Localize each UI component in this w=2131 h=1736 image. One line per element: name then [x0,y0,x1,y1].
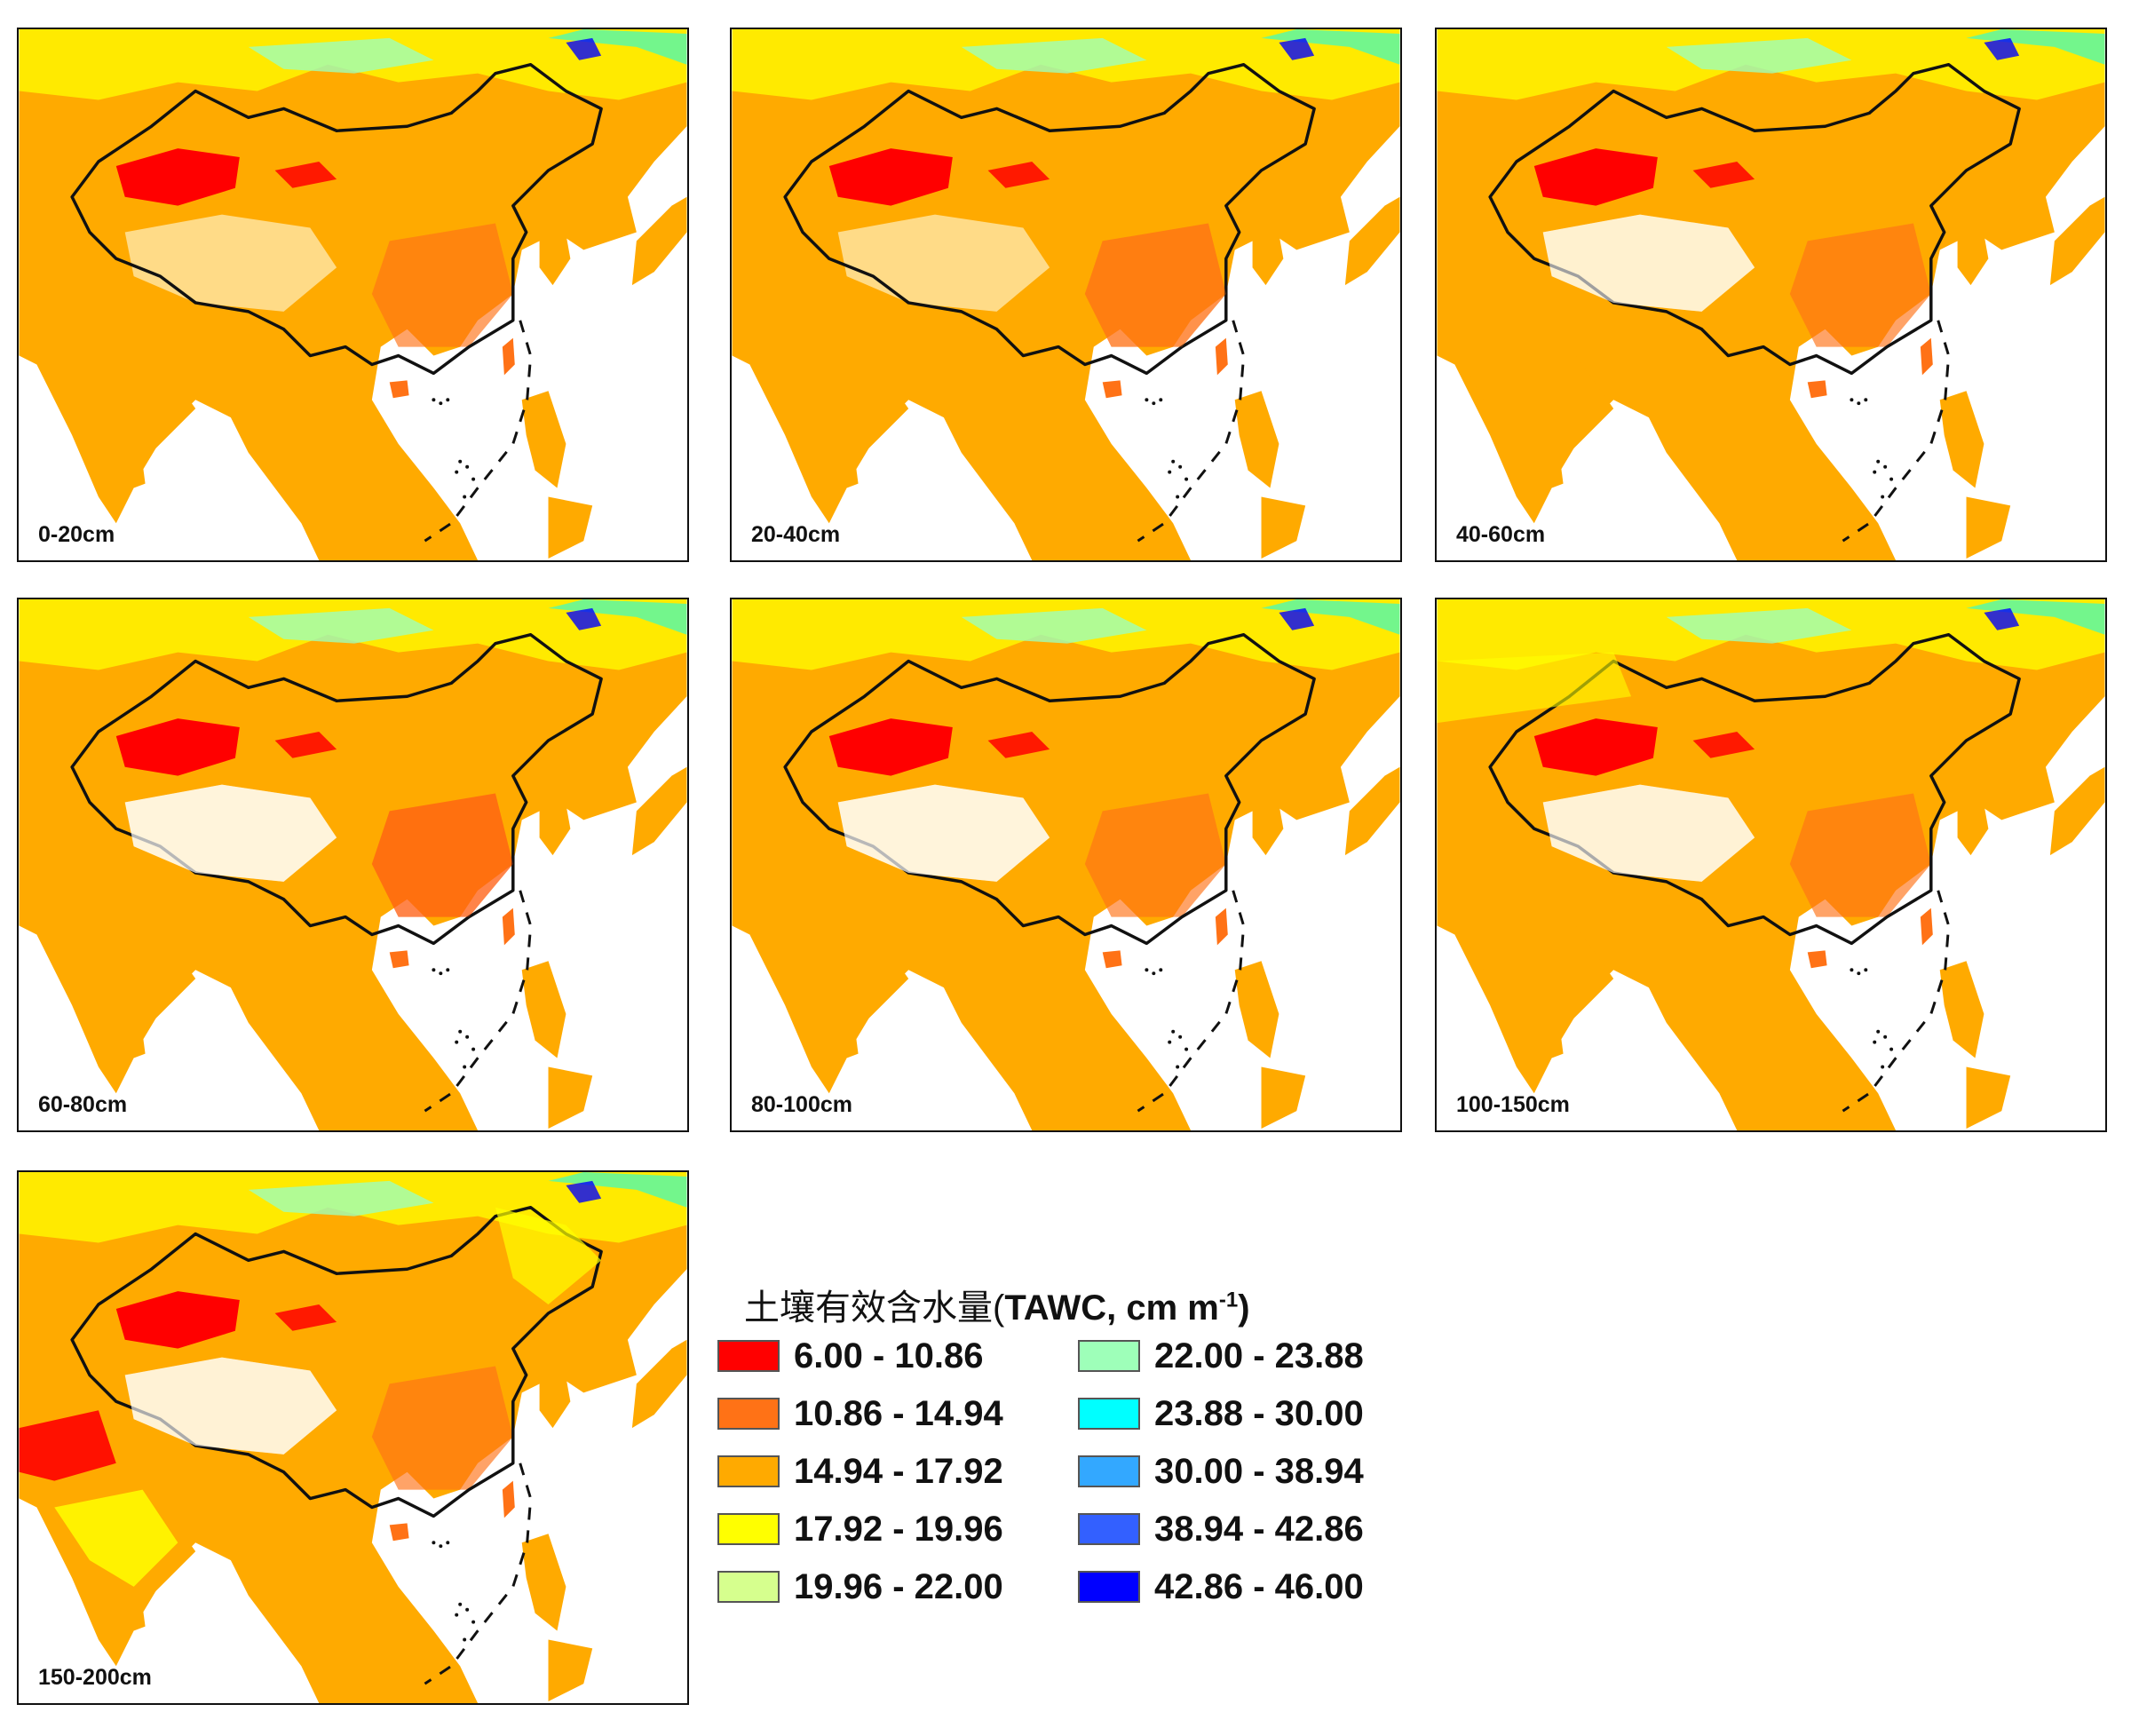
legend-swatch [717,1571,780,1603]
map-panel-20-40cm: 20-40cm [730,28,1402,562]
legend-label: 22.00 - 23.88 [1154,1336,1364,1375]
legend-label: 38.94 - 42.86 [1154,1509,1364,1549]
legend-item: 38.94 - 42.86 [1078,1509,1364,1549]
legend-label: 19.96 - 22.00 [794,1566,1003,1606]
legend-swatch [717,1398,780,1430]
legend-item: 6.00 - 10.86 [717,1336,984,1375]
legend-item: 23.88 - 30.00 [1078,1393,1364,1433]
map-image [19,1172,687,1703]
legend-swatch [717,1340,780,1372]
legend-item: 19.96 - 22.00 [717,1566,1003,1606]
map-panel-80-100cm: 80-100cm [730,598,1402,1132]
depth-label: 80-100cm [751,1092,852,1117]
legend-item: 14.94 - 17.92 [717,1451,1003,1491]
depth-label: 100-150cm [1456,1092,1570,1117]
map-image [19,29,687,560]
legend-swatch [717,1455,780,1487]
legend-item: 10.86 - 14.94 [717,1393,1003,1433]
legend-label: 6.00 - 10.86 [794,1336,984,1375]
legend-swatch [1078,1398,1140,1430]
legend-label: 10.86 - 14.94 [794,1393,1003,1433]
legend-label: 42.86 - 46.00 [1154,1566,1364,1606]
map-panel-0-20cm: 0-20cm [17,28,689,562]
legend-item: 22.00 - 23.88 [1078,1336,1364,1375]
depth-label: 20-40cm [751,522,841,547]
map-panel-40-60cm: 40-60cm [1435,28,2107,562]
legend-label: 14.94 - 17.92 [794,1451,1003,1491]
map-image [19,599,687,1130]
legend-title: 土壤有效含水量(TAWC, cm m-1) [744,1288,1250,1328]
legend-label: 23.88 - 30.00 [1154,1393,1364,1433]
depth-label: 40-60cm [1456,522,1546,547]
legend-swatch [1078,1513,1140,1545]
legend: 土壤有效含水量(TAWC, cm m-1) 6.00 - 10.86 10.86 … [717,1275,1428,1630]
depth-label: 150-200cm [38,1665,152,1690]
depth-label: 60-80cm [38,1092,128,1117]
legend-swatch [1078,1571,1140,1603]
map-image [732,599,1400,1130]
legend-item: 17.92 - 19.96 [717,1509,1003,1549]
legend-swatch [1078,1455,1140,1487]
legend-label: 30.00 - 38.94 [1154,1451,1364,1491]
map-image [1437,599,2105,1130]
legend-swatch [717,1513,780,1545]
map-panel-150-200cm: 150-200cm [17,1170,689,1705]
legend-swatch [1078,1340,1140,1372]
map-image [732,29,1400,560]
map-panel-60-80cm: 60-80cm [17,598,689,1132]
legend-item: 30.00 - 38.94 [1078,1451,1364,1491]
map-panel-100-150cm: 100-150cm [1435,598,2107,1132]
map-image [1437,29,2105,560]
depth-label: 0-20cm [38,522,115,547]
legend-item: 42.86 - 46.00 [1078,1566,1364,1606]
legend-label: 17.92 - 19.96 [794,1509,1003,1549]
